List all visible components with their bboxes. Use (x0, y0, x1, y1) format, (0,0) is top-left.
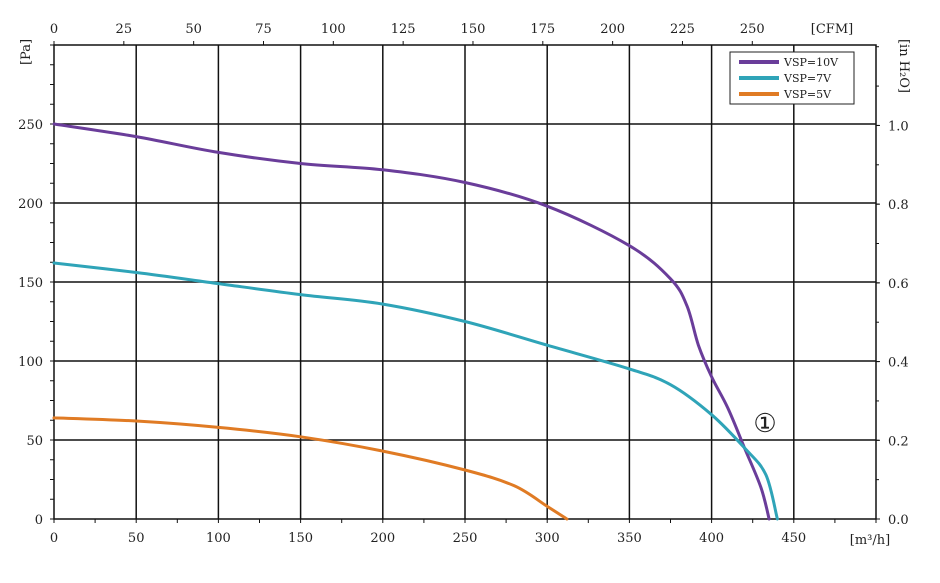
x-axis-label: [m³/h] (850, 533, 890, 548)
top-tick-label: 50 (185, 22, 202, 37)
x-tick-label: 200 (370, 531, 395, 546)
y-tick-label: 250 (18, 118, 43, 133)
grid-lines (54, 45, 876, 519)
top-tick-label: 25 (116, 22, 133, 37)
top-tick-label: 100 (321, 22, 346, 37)
top-tick-label: 225 (670, 22, 695, 37)
y-tick-label: 150 (18, 276, 43, 291)
top-tick-label: 200 (600, 22, 625, 37)
top-tick-label: 75 (255, 22, 272, 37)
right-tick-label: 0.4 (888, 356, 909, 371)
y-tick-label: 50 (26, 434, 43, 449)
right-tick-label: 0.2 (888, 434, 909, 449)
right-axis-label: [in H₂O] (896, 39, 911, 93)
top-tick-label: 0 (50, 22, 58, 37)
series-line-vsp-7v (52, 261, 779, 521)
top-tick-label: 175 (530, 22, 555, 37)
y-tick-label: 0 (35, 513, 43, 528)
x-tick-label: 150 (288, 531, 313, 546)
x-tick-label: 400 (699, 531, 724, 546)
x-tick-label: 50 (128, 531, 145, 546)
y-tick-label: 100 (18, 355, 43, 370)
x-tick-label: 100 (206, 531, 231, 546)
right-tick-label: 0.8 (888, 198, 909, 213)
legend-label-vsp5: VSP=5V (783, 88, 832, 101)
legend-label-vsp10: VSP=10V (783, 56, 839, 69)
top-axis-label: [CFM] (811, 22, 853, 37)
x-tick-label: 250 (453, 531, 478, 546)
y-axis-label: [Pa] (19, 39, 34, 65)
annotation-marker: ① (753, 409, 776, 439)
top-tick-label: 125 (391, 22, 416, 37)
tick-marks: 0 50 100 150 200 250 300 350 400 4500501001502002… (18, 22, 909, 546)
series-lines (52, 122, 779, 521)
right-tick-label: 0.0 (888, 513, 909, 528)
legend: VSP=10V VSP=7V VSP=5V (729, 51, 855, 105)
top-tick-label: 250 (740, 22, 765, 37)
series-line-vsp-5v (52, 416, 569, 521)
right-tick-label: 0.6 (888, 277, 909, 292)
x-tick-label: 450 (781, 531, 806, 546)
legend-label-vsp7: VSP=7V (783, 72, 832, 85)
y-tick-label: 200 (18, 197, 43, 212)
x-tick-label: 300 (535, 531, 560, 546)
series-line-vsp-10v (52, 122, 771, 521)
x-tick-label: 0 (50, 531, 58, 546)
right-tick-label: 1.0 (888, 119, 909, 134)
top-tick-label: 150 (461, 22, 486, 37)
x-tick-label: 350 (617, 531, 642, 546)
